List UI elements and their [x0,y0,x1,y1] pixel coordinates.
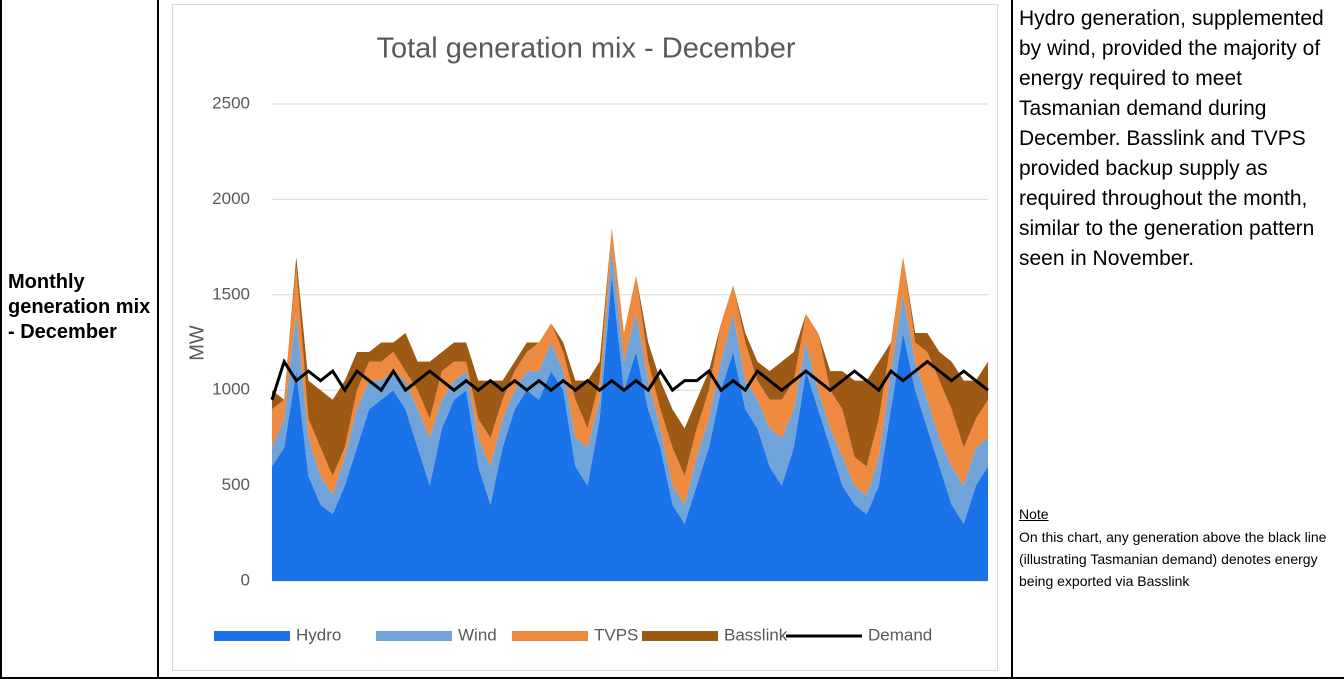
legend-label: Basslink [724,625,788,644]
y-tick-label: 500 [222,475,250,494]
line [270,358,989,401]
y-tick-label: 2000 [212,189,250,208]
legend-label: Hydro [296,625,341,644]
chart-title: Total generation mix - December [376,33,795,65]
note-heading: Note [1019,506,1049,522]
legend-swatch [512,631,588,641]
legend-swatch [376,631,452,641]
table-border [0,0,2,679]
row-label: Monthly generation mix - December [8,271,151,343]
y-tick-label: 1000 [212,380,250,399]
y-tick-label: 2500 [212,93,250,112]
table-border [157,0,159,679]
table-border [0,677,1344,679]
note-text: On this chart, any generation above the … [1019,529,1327,589]
legend-label: Wind [458,625,497,644]
y-axis-label: MW [186,325,208,361]
table-border [1011,0,1013,679]
y-tick-label: 1500 [212,284,250,303]
legend-swatch [214,631,290,641]
chart: Total generation mix - December MW 0 500 1… [172,4,998,671]
legend-label: TVPS [594,625,638,644]
legend-swatch [642,631,718,641]
legend-label: Demand [868,625,932,644]
area [272,275,988,581]
y-tick-label: 0 [241,570,250,589]
commentary: Hydro generation, supplemented by wind, … [1019,7,1324,270]
